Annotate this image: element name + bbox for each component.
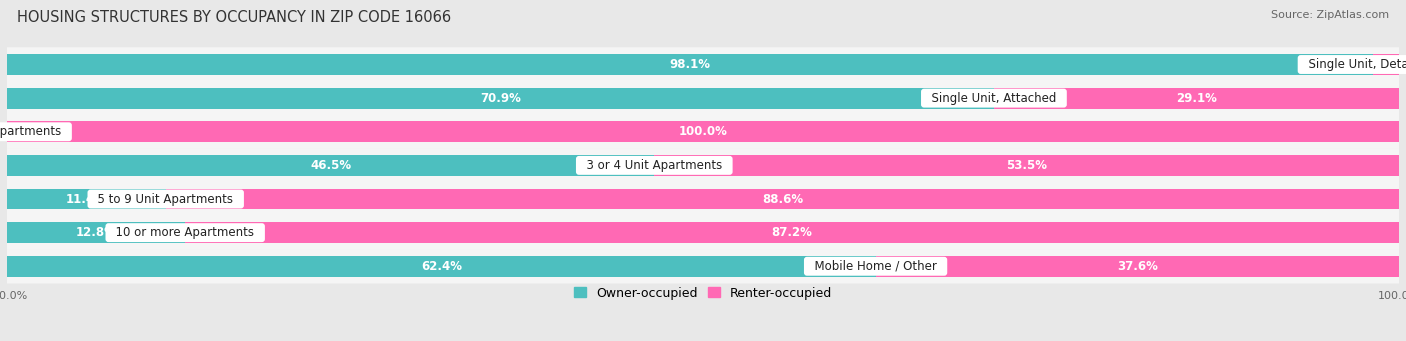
Text: 5 to 9 Unit Apartments: 5 to 9 Unit Apartments — [90, 193, 240, 206]
Text: 62.4%: 62.4% — [420, 260, 461, 273]
Text: 10 or more Apartments: 10 or more Apartments — [108, 226, 262, 239]
Text: 12.8%: 12.8% — [76, 226, 117, 239]
Text: 87.2%: 87.2% — [772, 226, 813, 239]
Bar — [7, 121, 1399, 142]
Text: 3 or 4 Unit Apartments: 3 or 4 Unit Apartments — [579, 159, 730, 172]
Text: 46.5%: 46.5% — [311, 159, 352, 172]
Text: 70.9%: 70.9% — [479, 92, 520, 105]
Text: 98.1%: 98.1% — [669, 58, 710, 71]
FancyBboxPatch shape — [0, 148, 1406, 182]
Bar — [7, 155, 654, 176]
Bar — [186, 222, 1399, 243]
Bar — [994, 88, 1399, 108]
Bar — [7, 189, 166, 209]
Text: Single Unit, Detached: Single Unit, Detached — [1301, 58, 1406, 71]
Text: 100.0%: 100.0% — [679, 125, 727, 138]
Text: 88.6%: 88.6% — [762, 193, 803, 206]
FancyBboxPatch shape — [0, 47, 1406, 82]
Bar — [876, 256, 1399, 277]
FancyBboxPatch shape — [0, 249, 1406, 283]
Legend: Owner-occupied, Renter-occupied: Owner-occupied, Renter-occupied — [574, 286, 832, 299]
Text: HOUSING STRUCTURES BY OCCUPANCY IN ZIP CODE 16066: HOUSING STRUCTURES BY OCCUPANCY IN ZIP C… — [17, 10, 451, 25]
Text: Mobile Home / Other: Mobile Home / Other — [807, 260, 945, 273]
Text: 29.1%: 29.1% — [1175, 92, 1216, 105]
Text: 37.6%: 37.6% — [1116, 260, 1157, 273]
Text: 0.0%: 0.0% — [14, 125, 46, 138]
Bar — [166, 189, 1399, 209]
Bar — [7, 54, 1372, 75]
Bar — [654, 155, 1399, 176]
Bar — [7, 256, 876, 277]
Bar — [7, 222, 186, 243]
FancyBboxPatch shape — [0, 81, 1406, 115]
Bar — [7, 88, 994, 108]
Text: 53.5%: 53.5% — [1007, 159, 1047, 172]
Text: Source: ZipAtlas.com: Source: ZipAtlas.com — [1271, 10, 1389, 20]
FancyBboxPatch shape — [0, 115, 1406, 149]
FancyBboxPatch shape — [0, 216, 1406, 250]
Bar — [1372, 54, 1399, 75]
FancyBboxPatch shape — [0, 182, 1406, 216]
Text: 2 Unit Apartments: 2 Unit Apartments — [0, 125, 69, 138]
Text: Single Unit, Attached: Single Unit, Attached — [924, 92, 1064, 105]
Text: 11.4%: 11.4% — [66, 193, 107, 206]
